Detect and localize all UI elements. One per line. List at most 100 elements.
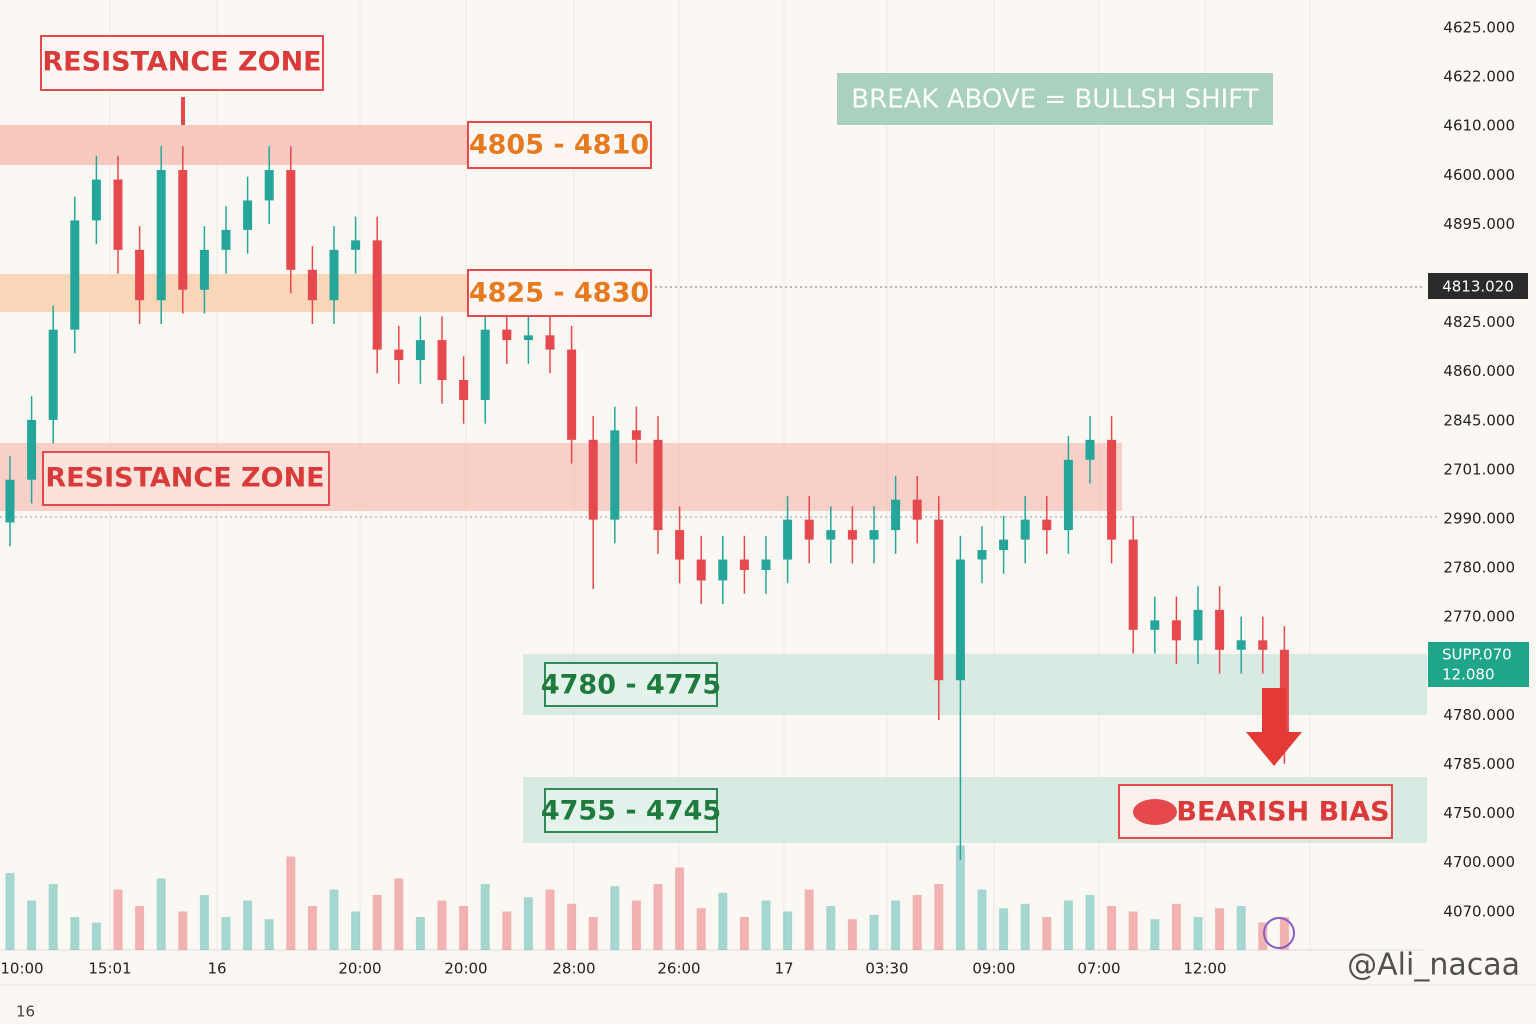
candle-body bbox=[221, 229, 231, 250]
candle-body bbox=[1215, 609, 1225, 650]
candle-body bbox=[1107, 439, 1117, 540]
price-label: 4780.000 bbox=[1443, 706, 1515, 724]
candle-body bbox=[415, 340, 425, 361]
candle-body bbox=[135, 249, 145, 301]
volume-bar bbox=[5, 873, 15, 950]
candle-body bbox=[178, 170, 188, 290]
volume-bar bbox=[869, 914, 879, 950]
candle-body bbox=[5, 479, 15, 523]
volume-bar bbox=[891, 900, 901, 950]
time-label: 17 bbox=[774, 960, 793, 978]
price-label: 4700.000 bbox=[1443, 853, 1515, 871]
label-box bbox=[467, 269, 652, 317]
volume-bar bbox=[977, 889, 987, 950]
price-label: 2701.000 bbox=[1443, 460, 1515, 478]
volume-bar bbox=[1279, 917, 1289, 950]
time-label: 20:00 bbox=[338, 960, 381, 978]
candle-body bbox=[437, 340, 447, 380]
candle-body bbox=[783, 519, 793, 560]
price-label: 4622.000 bbox=[1443, 68, 1515, 86]
volume-bar bbox=[761, 900, 771, 950]
volume-bar bbox=[1258, 922, 1268, 950]
volume-bar bbox=[804, 889, 814, 950]
candle-body bbox=[1020, 519, 1030, 540]
time-label: 26:00 bbox=[657, 960, 700, 978]
annotation: RESISTANCE ZONE bbox=[45, 463, 324, 494]
candle-body bbox=[1258, 640, 1268, 650]
price-label: 4600.000 bbox=[1443, 166, 1515, 184]
candle-body bbox=[113, 179, 123, 250]
price-label: 4860.000 bbox=[1443, 362, 1515, 380]
volume-bar bbox=[718, 892, 728, 950]
volume-bar bbox=[1128, 911, 1138, 950]
volume-bar bbox=[70, 917, 80, 950]
volume-bar bbox=[91, 922, 101, 950]
candle-body bbox=[264, 170, 274, 201]
candle-body bbox=[912, 499, 922, 520]
candle-body bbox=[1128, 539, 1138, 630]
volume-bar bbox=[1236, 906, 1246, 950]
label-box bbox=[467, 121, 652, 169]
lightning-icon bbox=[1263, 917, 1295, 949]
label-box bbox=[40, 35, 324, 91]
candle-body bbox=[502, 329, 512, 341]
annotation: 4805 - 4810 bbox=[469, 130, 649, 161]
candle-body bbox=[804, 519, 814, 540]
volume-bar bbox=[307, 906, 317, 950]
volume-bar bbox=[329, 889, 339, 950]
volume-bar bbox=[372, 895, 382, 950]
price-label: 2770.000 bbox=[1443, 608, 1515, 626]
annotation: BEARISH BIAS bbox=[1176, 797, 1389, 828]
corner-label: 16 bbox=[16, 1003, 35, 1021]
volume-bar bbox=[739, 917, 749, 950]
candle-body bbox=[1042, 519, 1052, 531]
volume-bar bbox=[1193, 917, 1203, 950]
volume-bar bbox=[653, 884, 663, 950]
time-label: 07:00 bbox=[1077, 960, 1120, 978]
volume-bar bbox=[912, 895, 922, 950]
candle-body bbox=[653, 439, 663, 531]
candle-body bbox=[156, 170, 166, 301]
candle-body bbox=[1150, 620, 1160, 630]
volume-bar bbox=[135, 906, 145, 950]
volume-bar bbox=[1085, 895, 1095, 950]
price-label: 4625.000 bbox=[1443, 19, 1515, 37]
volume-bar bbox=[545, 889, 555, 950]
annotation: 4755 - 4745 bbox=[541, 796, 721, 827]
volume-bar bbox=[783, 911, 793, 950]
candle-body bbox=[977, 550, 987, 560]
price-label: 4895.000 bbox=[1443, 215, 1515, 233]
volume-bar bbox=[675, 867, 685, 950]
candle-body bbox=[588, 439, 598, 520]
volume-bar bbox=[48, 884, 58, 950]
last-price: 4813.020 bbox=[1442, 278, 1514, 296]
time-label: 10:00 bbox=[0, 960, 43, 978]
volume-bar bbox=[1020, 903, 1030, 950]
volume-bar bbox=[1042, 917, 1052, 950]
volume-bar bbox=[394, 878, 404, 950]
volume-bar bbox=[523, 897, 533, 950]
time-label: 12:00 bbox=[1183, 960, 1226, 978]
candle-body bbox=[523, 335, 533, 341]
label-box bbox=[544, 662, 718, 707]
candle-body bbox=[372, 240, 382, 350]
volume-bar bbox=[999, 908, 1009, 950]
volume-bar bbox=[847, 919, 857, 950]
volume-bar bbox=[113, 889, 123, 950]
candle-body bbox=[826, 530, 836, 540]
candle-body bbox=[955, 559, 965, 681]
candle-body bbox=[567, 349, 577, 440]
price-label: 2780.000 bbox=[1443, 559, 1515, 577]
label-box bbox=[42, 451, 330, 506]
support-badge bbox=[1428, 642, 1529, 687]
candle-body bbox=[307, 269, 317, 301]
volume-bar bbox=[1215, 908, 1225, 950]
support-label: 12.080 bbox=[1442, 666, 1495, 684]
candle-body bbox=[761, 559, 771, 570]
time-label: 15:01 bbox=[88, 960, 131, 978]
candle-body bbox=[329, 249, 339, 301]
price-label: 4610.000 bbox=[1443, 117, 1515, 135]
volume-bar bbox=[243, 900, 253, 950]
price-label: 4070.000 bbox=[1443, 902, 1515, 920]
